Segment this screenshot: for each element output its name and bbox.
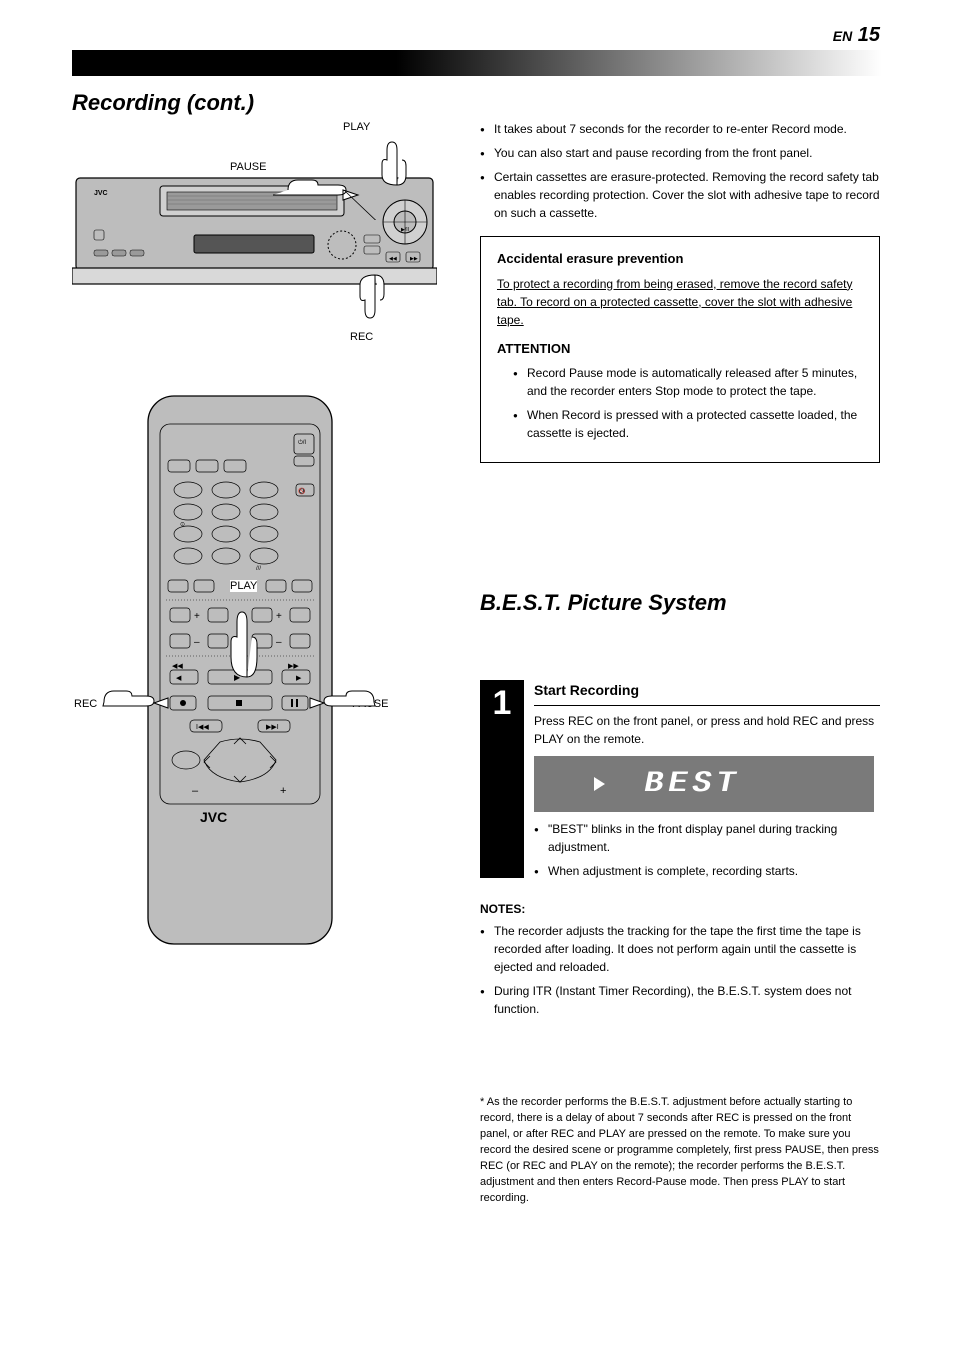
hand-icon (268, 170, 378, 220)
display-text: BEST (645, 762, 741, 807)
bullet-text: When Record is pressed with a protected … (527, 406, 863, 442)
remote-illustration: ⏻/I 🔇 ⊙ /// + + – – (130, 390, 390, 950)
svg-text:///: /// (256, 566, 261, 572)
bullet-text: During ITR (Instant Timer Recording), th… (494, 982, 880, 1018)
svg-text:+: + (280, 785, 286, 797)
bullet-text: It takes about 7 seconds for the recorde… (494, 120, 847, 138)
hand-icon (300, 686, 380, 726)
info-box: Accidental erasure prevention To protect… (480, 236, 880, 463)
divider (534, 705, 880, 706)
svg-text:◀◀: ◀◀ (389, 256, 397, 262)
bullet-item: You can also start and pause recording f… (480, 144, 880, 162)
bullet-text: The recorder adjusts the tracking for th… (494, 922, 880, 976)
svg-text:▶▶I: ▶▶I (266, 724, 279, 731)
vcr-label-pause: PAUSE (227, 160, 269, 174)
svg-text:JVC: JVC (200, 809, 227, 825)
step-title: Start Recording (534, 680, 880, 701)
svg-text:⏻/I: ⏻/I (298, 439, 306, 446)
remote-label-play: PLAY (230, 580, 257, 592)
bullet-item: The recorder adjusts the tracking for th… (480, 922, 880, 976)
notes-title: NOTES: (480, 900, 880, 918)
play-icon (594, 777, 605, 791)
vcr-display-panel: BEST (534, 756, 874, 812)
step-text: Press REC on the front panel, or press a… (534, 712, 880, 748)
right-column: It takes about 7 seconds for the recorde… (480, 120, 880, 463)
svg-text:JVC: JVC (94, 190, 108, 197)
bullet-item: When Record is pressed with a protected … (513, 406, 863, 442)
svg-text:+: + (194, 611, 200, 622)
footnote: * As the recorder performs the B.E.S.T. … (480, 1095, 880, 1207)
hand-icon (98, 686, 178, 726)
svg-text:–: – (276, 637, 282, 648)
step-number: 1 (480, 680, 524, 878)
page-number: EN 15 (833, 24, 880, 47)
remote-label-rec: REC (74, 698, 97, 710)
bullet-item: Record Pause mode is automatically relea… (513, 364, 863, 400)
bullet-item: When adjustment is complete, recording s… (534, 862, 880, 880)
hand-icon (372, 130, 422, 190)
info-title: Accidental erasure prevention (497, 249, 863, 269)
bullet-text: "BEST" blinks in the front display panel… (548, 820, 880, 856)
header-gradient-bar (72, 50, 882, 76)
svg-text:⊙: ⊙ (180, 522, 185, 528)
svg-text:–: – (192, 785, 199, 797)
svg-text:I◀◀: I◀◀ (196, 724, 209, 731)
section-title: Recording (cont.) (72, 90, 254, 116)
attention-label: ATTENTION (497, 339, 863, 359)
bullet-item: "BEST" blinks in the front display panel… (534, 820, 880, 856)
svg-text:🔇: 🔇 (298, 487, 306, 495)
svg-text:–: – (194, 637, 200, 648)
svg-text:▶▶: ▶▶ (288, 663, 299, 670)
bullet-text: When adjustment is complete, recording s… (548, 862, 798, 880)
bullet-item: It takes about 7 seconds for the recorde… (480, 120, 880, 138)
bullet-text: Record Pause mode is automatically relea… (527, 364, 863, 400)
svg-text:▶: ▶ (296, 675, 302, 682)
hand-icon (222, 592, 272, 682)
bullet-item: Certain cassettes are erasure-protected.… (480, 168, 880, 222)
bullet-text: Certain cassettes are erasure-protected.… (494, 168, 880, 222)
vcr-illustration: ◀◀ ▶▶ ▶/II JVC PLAY PAUSE REC (72, 120, 452, 350)
svg-text:▶▶: ▶▶ (410, 256, 418, 262)
hand-icon (350, 270, 400, 334)
best-heading: B.E.S.T. Picture System (480, 590, 727, 616)
info-subtitle: To protect a recording from being erased… (497, 275, 863, 329)
svg-text:◀◀: ◀◀ (172, 663, 183, 670)
best-step-block: 1 Start Recording Press REC on the front… (480, 680, 880, 886)
page-num-value: 15 (858, 24, 880, 46)
svg-text:▶/II: ▶/II (401, 227, 409, 233)
svg-text:+: + (276, 611, 282, 622)
notes-block: NOTES: The recorder adjusts the tracking… (480, 900, 880, 1024)
svg-text:◀: ◀ (176, 675, 182, 682)
page-lang: EN (833, 28, 852, 44)
vcr-label-play: PLAY (340, 120, 373, 134)
bullet-item: During ITR (Instant Timer Recording), th… (480, 982, 880, 1018)
bullet-text: You can also start and pause recording f… (494, 144, 812, 162)
